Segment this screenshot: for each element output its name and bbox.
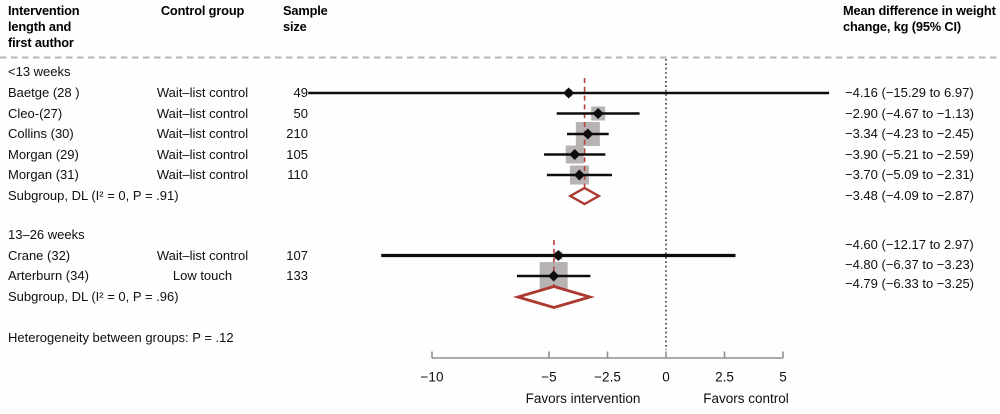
- ci-value-text: −3.34 (−4.23 to −2.45): [845, 126, 975, 141]
- study-author: Morgan (29): [8, 146, 79, 162]
- x-axis-tick-label: 2.5: [715, 370, 734, 385]
- column-header-intervention: Intervention length and first author: [8, 3, 80, 50]
- group-label: <13 weeks: [8, 64, 71, 79]
- x-axis-tick-label: −2.5: [594, 370, 621, 385]
- study-sample-size: 133: [286, 268, 308, 283]
- ci-value-text: −4.80 (−6.37 to −3.23): [845, 256, 975, 272]
- subgroup-label: Subgroup, DL (I² = 0, P = .91): [8, 188, 179, 203]
- study-sample-size: 107: [286, 247, 308, 263]
- study-author: Cleo-(27): [8, 105, 63, 121]
- study-author: Arterburn (34): [8, 268, 89, 283]
- study-control-group: Wait–list control: [156, 126, 249, 141]
- point-estimate-marker: [563, 87, 575, 99]
- ci-value-text: −3.90 (−5.21 to −2.59): [845, 146, 975, 162]
- ci-value-text: −3.48 (−4.09 to −2.87): [845, 188, 975, 203]
- study-control-group: Wait–list control: [156, 247, 249, 263]
- study-author: Morgan (31): [8, 167, 79, 182]
- point-estimate-marker: [552, 250, 564, 261]
- study-author: Collins (30): [8, 126, 74, 141]
- point-estimate-marker: [582, 128, 594, 140]
- column-header-mean-difference: Mean difference in weight change, kg (95…: [843, 3, 996, 34]
- point-estimate-marker: [569, 149, 581, 160]
- point-estimate-marker: [592, 108, 604, 119]
- point-estimate-marker: [548, 270, 560, 282]
- study-sample-size: 210: [286, 126, 308, 141]
- column-header-control-group: Control group: [160, 3, 245, 18]
- column-header-sample-size: Sample size: [283, 3, 328, 34]
- group-label: 13–26 weeks: [8, 227, 85, 242]
- study-sample-size: 105: [286, 146, 308, 162]
- subgroup-pooled-diamond: [512, 285, 595, 309]
- study-sample-size: 50: [293, 105, 308, 121]
- study-author: Crane (32): [8, 247, 71, 263]
- study-control-group: Wait–list control: [156, 167, 249, 182]
- x-axis-tick-label: −5: [541, 370, 556, 385]
- x-axis-tick-label: −10: [421, 370, 444, 385]
- ci-value-text: −2.90 (−4.67 to −1.13): [845, 105, 975, 121]
- study-control-group: Low touch: [172, 268, 233, 283]
- favors-control-label: Favors control: [703, 391, 789, 406]
- study-author: Baetge (28 ): [8, 85, 80, 100]
- ci-value-text: −3.70 (−5.09 to −2.31): [845, 167, 975, 182]
- ci-value-text: −4.16 (−15.29 to 6.97): [845, 85, 974, 100]
- study-control-group: Wait–list control: [156, 146, 249, 162]
- ci-value-text: −4.60 (−12.17 to 2.97): [845, 237, 974, 252]
- ci-value-text: −4.79 (−6.33 to −3.25): [845, 276, 975, 291]
- heterogeneity-footnote: Heterogeneity between groups: P = .12: [8, 330, 234, 345]
- study-sample-size: 110: [287, 167, 308, 182]
- study-control-group: Wait–list control: [156, 105, 249, 121]
- x-axis-tick-label: 5: [779, 370, 787, 385]
- study-control-group: Wait–list control: [156, 85, 249, 100]
- study-sample-size: 49: [293, 85, 308, 100]
- subgroup-pooled-diamond: [567, 186, 602, 206]
- favors-intervention-label: Favors intervention: [526, 391, 641, 406]
- subgroup-label: Subgroup, DL (I² = 0, P = .96): [8, 289, 179, 304]
- point-estimate-marker: [573, 169, 585, 181]
- x-axis-tick-label: 0: [662, 370, 670, 385]
